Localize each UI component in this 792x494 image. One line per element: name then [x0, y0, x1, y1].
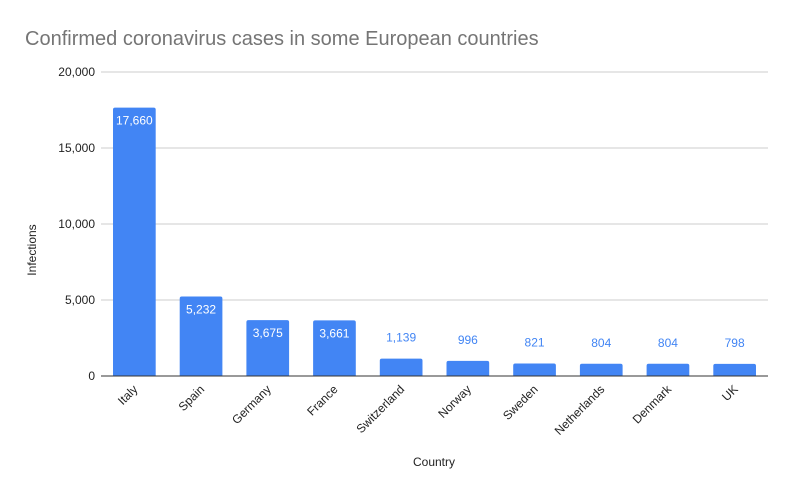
x-tick-label: Italy	[115, 382, 140, 407]
chart-title: Confirmed coronavirus cases in some Euro…	[25, 28, 539, 50]
x-tick-label: Netherlands	[552, 382, 608, 438]
x-tick-label: Sweden	[500, 382, 541, 423]
y-tick-label: 15,000	[58, 141, 95, 155]
x-tick-label: Norway	[435, 382, 474, 421]
data-label: 996	[458, 333, 478, 347]
bar-sweden	[513, 363, 556, 376]
x-tick-label: Denmark	[630, 382, 675, 427]
bar-france	[313, 320, 356, 376]
data-labels: 17,660 5,232 3,675 3,661 1,139 996 821 804 804 79…	[116, 114, 745, 350]
y-tick-label: 0	[88, 369, 95, 383]
bar-switzerland	[379, 358, 423, 376]
y-axis-label: Infections	[25, 224, 39, 275]
bars	[113, 107, 756, 377]
bar-netherlands	[579, 363, 623, 376]
bar-spain	[179, 296, 223, 376]
bar-denmark	[646, 363, 690, 376]
data-label: 3,675	[253, 326, 283, 340]
x-axis-ticks: Italy Spain Germany France Switzerland Norway…	[115, 382, 741, 438]
bar-uk	[713, 363, 756, 376]
y-tick-label: 10,000	[58, 217, 95, 231]
x-tick-label: Switzerland	[354, 382, 408, 436]
data-label: 821	[525, 336, 545, 350]
data-label: 804	[591, 336, 611, 350]
y-axis-ticks: 0 5,000 10,000 15,000 20,000	[58, 65, 95, 383]
x-tick-label: Germany	[229, 382, 274, 427]
y-tick-label: 20,000	[58, 65, 95, 79]
data-label: 5,232	[186, 302, 216, 316]
bar-norway	[446, 360, 490, 376]
data-label: 1,139	[386, 331, 416, 345]
x-axis-label: Country	[413, 455, 455, 469]
bar-italy	[113, 107, 156, 377]
x-tick-label: Spain	[176, 382, 208, 414]
data-label: 3,661	[319, 326, 349, 340]
data-label: 17,660	[116, 114, 153, 128]
x-tick-label: France	[304, 382, 341, 419]
gridlines	[101, 71, 768, 301]
y-tick-label: 5,000	[65, 293, 95, 307]
bar-germany	[246, 320, 290, 376]
data-label: 798	[725, 336, 745, 350]
x-tick-label: UK	[719, 382, 741, 404]
data-label: 804	[658, 336, 678, 350]
